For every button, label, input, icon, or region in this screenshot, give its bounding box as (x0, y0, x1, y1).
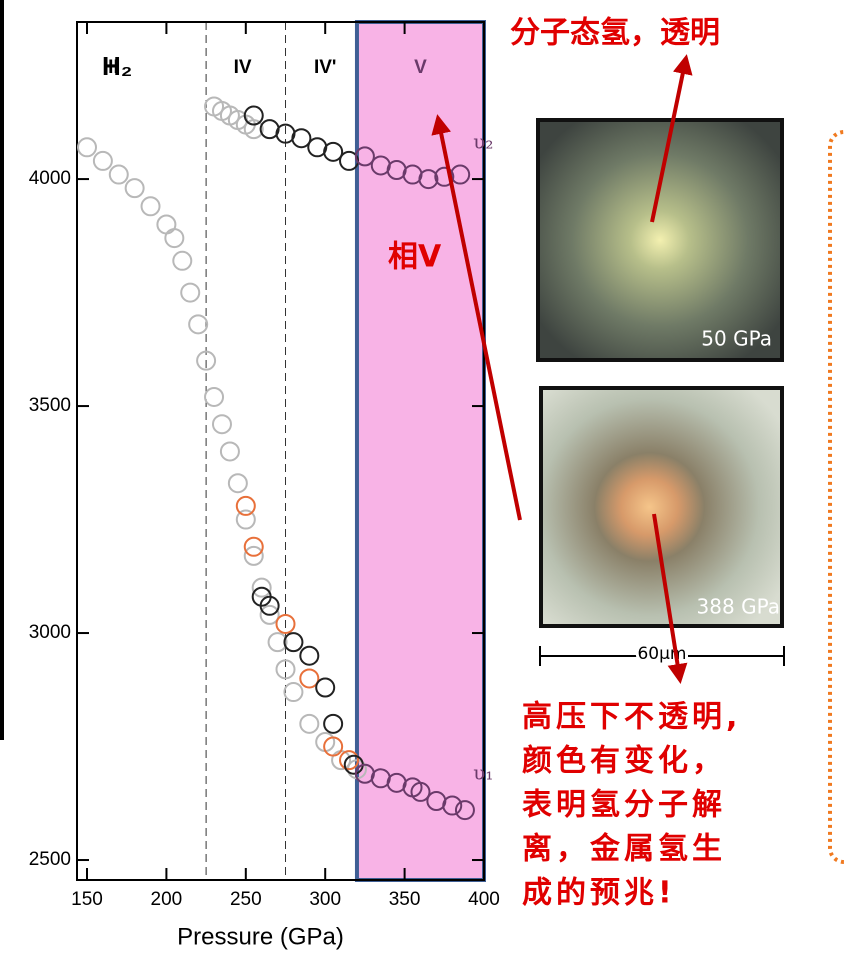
plot: 150 200 250 300 350 400 2500 3000 3500 4000 Pressu… (29, 22, 500, 950)
data-point (189, 315, 207, 333)
x-tick-label: 300 (309, 889, 341, 910)
photo-50 (538, 120, 782, 360)
data-point (157, 215, 175, 233)
phase-label: IV (234, 57, 252, 78)
data-point (316, 679, 334, 697)
data-point (181, 284, 199, 302)
data-point (173, 252, 191, 270)
y-tick-label: 3500 (29, 395, 71, 416)
phase-label: III (103, 57, 119, 78)
annotation-line: 表明氢分子解 (522, 788, 726, 823)
data-point (229, 474, 247, 492)
annotation-line: 成的预兆! (522, 876, 676, 911)
x-tick-label: 400 (468, 889, 500, 910)
data-point (300, 715, 318, 733)
x-tick-label: 350 (389, 889, 421, 910)
mode-label: υ₁ (473, 760, 493, 784)
data-point (213, 415, 231, 433)
photo-388 (541, 388, 782, 626)
dotted-box (830, 132, 844, 862)
phase-label: IV' (314, 57, 336, 78)
annotation-line: 颜色有变化， (522, 744, 726, 779)
y-tick-label: 2500 (29, 849, 71, 870)
x-axis-label: Pressure (GPa) (177, 923, 344, 950)
y-tick-label: 3000 (29, 622, 71, 643)
data-point (221, 442, 239, 460)
annotation-line: 离，金属氢生 (522, 832, 726, 867)
slide: 150 200 250 300 350 400 2500 3000 3500 4000 Pressu… (0, 0, 844, 962)
y-tick-label: 4000 (29, 168, 71, 189)
mode-label: υ₂ (473, 129, 493, 153)
data-point (78, 138, 96, 156)
left-edge (0, 0, 4, 740)
phase-v-region (357, 22, 484, 880)
data-point (94, 152, 112, 170)
x-tick-label: 250 (230, 889, 262, 910)
data-point (165, 229, 183, 247)
x-tick-label: 200 (151, 889, 183, 910)
annotation: 相V (388, 240, 442, 275)
data-point (205, 388, 223, 406)
photo-label: 50 GPa (701, 327, 772, 351)
photo-label: 388 GPa (697, 595, 780, 619)
scale-label: 60μm (637, 644, 686, 664)
data-point (126, 179, 144, 197)
data-point (237, 497, 255, 515)
page: {"chart_data": {"type": "scatter", "xlab… (0, 0, 844, 966)
data-point (324, 715, 342, 733)
data-point (110, 166, 128, 184)
x-tick-label: 150 (71, 889, 103, 910)
phase-label: V (414, 57, 427, 78)
data-point (300, 647, 318, 665)
annotation: 分子态氢，透明 (510, 16, 720, 51)
annotation-line: 高压下不透明, (522, 700, 741, 735)
data-point (284, 683, 302, 701)
data-point (142, 197, 160, 215)
